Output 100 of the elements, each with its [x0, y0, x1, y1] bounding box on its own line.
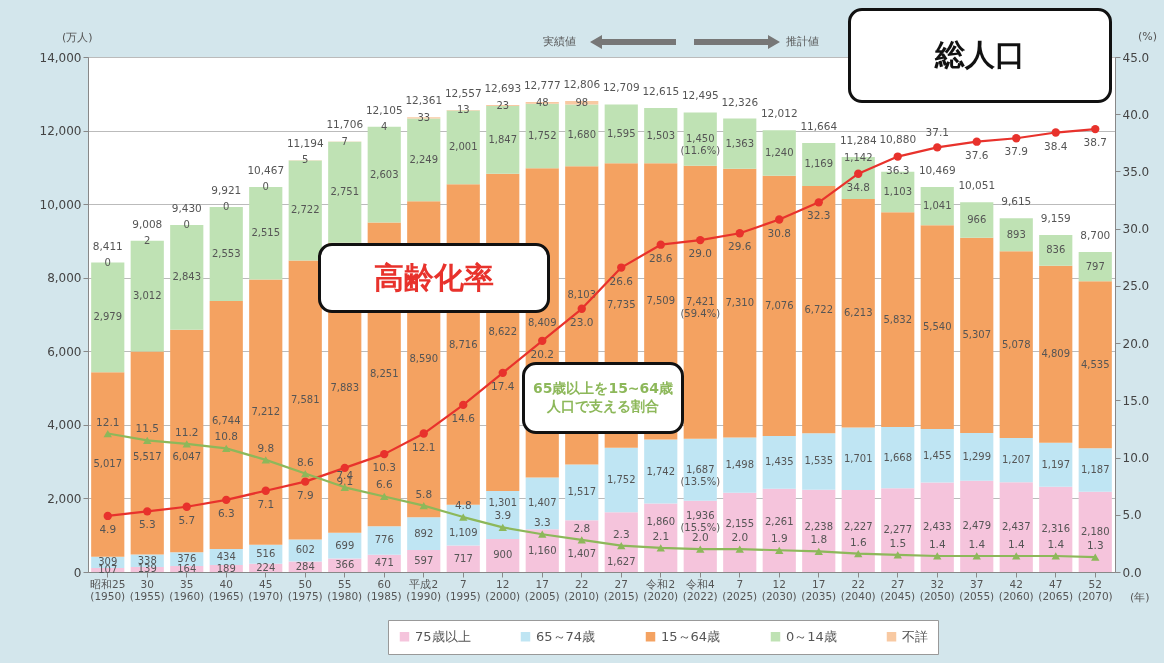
data-label: 1,407: [567, 548, 597, 560]
bar: [1078, 281, 1112, 449]
bar: [604, 447, 638, 513]
data-label: 5,517: [132, 450, 162, 462]
total-label: 9,430: [171, 202, 202, 215]
data-label: 1,517: [567, 486, 597, 498]
data-label: 36.3: [886, 163, 910, 176]
data-label: 0: [262, 180, 269, 192]
point: [538, 530, 547, 538]
data-label: 8,103: [567, 289, 597, 301]
data-label: 28.6: [649, 251, 673, 264]
speech-bubble: 65歳以上を15~64歳人口で支える割合: [522, 362, 684, 434]
bar: [723, 437, 757, 493]
y2-tick-label: 45.0: [1122, 50, 1150, 65]
bar: [604, 104, 638, 164]
data-label: 2,180: [1080, 525, 1110, 537]
bar: [802, 142, 836, 186]
data-label: 7.1: [257, 497, 275, 510]
x-tick-label: 22 (2010): [564, 577, 600, 602]
point: [222, 495, 231, 505]
bar: [723, 118, 757, 169]
data-label: 33: [417, 111, 431, 123]
total-label: 9,008: [132, 217, 163, 230]
data-label: 139: [137, 563, 157, 575]
x-tick-label: 27 (2045): [880, 577, 916, 602]
x-tick-label: 22 (2040): [840, 577, 876, 602]
data-label: 8,622: [488, 326, 518, 338]
data-label: 602: [295, 544, 315, 556]
data-label: 1,498: [725, 459, 755, 471]
point: [459, 513, 468, 521]
data-label: 516: [256, 548, 276, 560]
point: [1051, 552, 1060, 560]
point: [1091, 553, 1100, 561]
data-label: 4.9: [99, 522, 117, 535]
bar: [881, 212, 915, 427]
point: [617, 542, 626, 550]
data-label: 2.0: [691, 531, 709, 544]
bar: [91, 372, 125, 557]
point: [419, 502, 428, 510]
x-tick-label: 昭和25 (1950): [90, 577, 126, 602]
point: [854, 550, 863, 558]
point: [380, 449, 389, 459]
y2-tick-label: 10.0: [1122, 451, 1150, 466]
data-label: 1.4: [1007, 537, 1025, 550]
data-label: 797: [1085, 260, 1105, 272]
y-tick-label: 12,000: [39, 124, 82, 139]
bar: [960, 480, 994, 572]
data-label: 11.5: [135, 422, 159, 435]
y2-tick-label: 30.0: [1122, 222, 1150, 237]
data-label: 4,535: [1080, 358, 1110, 370]
x-tick-label: 平成2 (1990): [406, 577, 442, 602]
data-label: 6.6: [375, 478, 393, 491]
data-label: 37.9: [1004, 145, 1028, 158]
bar: [1039, 486, 1073, 572]
data-label: 6.3: [217, 506, 235, 519]
data-label: 4,809: [1041, 348, 1071, 360]
total-label: 12,806: [563, 77, 601, 90]
data-label: 376: [177, 553, 197, 565]
legend-label: 不詳: [902, 628, 928, 644]
data-label: 2,515: [251, 227, 281, 239]
data-label: 7,212: [251, 406, 281, 418]
data-label: 2,979: [93, 311, 123, 323]
data-label: 2,155: [725, 518, 755, 530]
y2-axis-title: (%): [1138, 30, 1158, 43]
point: [617, 263, 626, 272]
point: [301, 477, 310, 486]
total-label: 12,361: [405, 94, 443, 107]
data-label: 164: [177, 562, 197, 574]
x-tick-label: 17 (2005): [524, 577, 560, 602]
data-label: 1,860: [646, 515, 676, 527]
bar: [762, 130, 796, 176]
speech-bubble: 高齢化率: [318, 243, 550, 313]
data-label: 1,742: [646, 465, 676, 477]
point: [301, 469, 310, 478]
data-label: 3,012: [132, 290, 162, 302]
x-tick-label: 32 (2050): [919, 577, 955, 602]
bar: [881, 488, 915, 572]
data-label: 6,213: [843, 307, 873, 319]
point: [1012, 134, 1021, 143]
total-label: 9,159: [1040, 212, 1071, 225]
point: [498, 523, 507, 531]
x-tick-label: 47 (2065): [1038, 577, 1074, 602]
data-label: 2,277: [883, 524, 913, 536]
data-label: 3.3: [533, 516, 551, 529]
data-label: 717: [453, 552, 473, 564]
data-label: 10.3: [372, 461, 396, 474]
data-label: 2,479: [962, 520, 992, 532]
data-label: 3.9: [494, 509, 512, 522]
bar: [960, 433, 994, 481]
x-tick-label: 50 (1975): [287, 577, 323, 602]
data-label: 1,160: [527, 544, 557, 556]
point: [735, 229, 744, 238]
total-label: 9,615: [1001, 195, 1032, 208]
point: [696, 235, 705, 245]
bar: [644, 503, 678, 572]
data-label: 11.2: [175, 425, 199, 438]
y-tick-label: 0: [73, 565, 82, 580]
data-label: 1,450 (11.6%): [680, 133, 721, 157]
point: [577, 536, 586, 544]
data-label: 2.1: [652, 529, 670, 542]
